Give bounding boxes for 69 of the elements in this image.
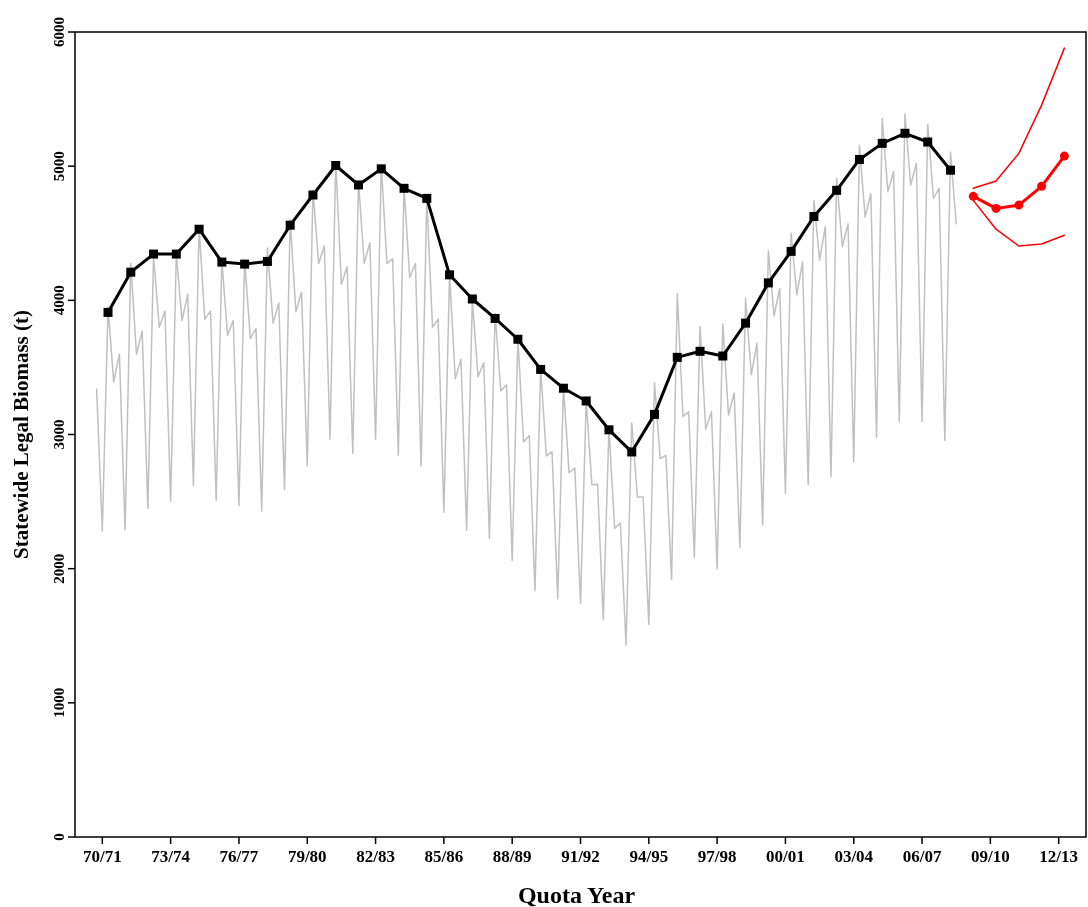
- point: [399, 183, 409, 193]
- point: [285, 220, 295, 230]
- x-tick-label: 73/74: [151, 847, 191, 866]
- point: [854, 154, 864, 164]
- y-tick-label: 0: [51, 833, 67, 841]
- x-tick-label: 97/98: [697, 847, 737, 866]
- x-tick-label: 76/77: [219, 847, 259, 866]
- point: [672, 352, 682, 362]
- x-tick-label: 79/80: [287, 847, 327, 866]
- point: [1037, 181, 1047, 191]
- point: [376, 164, 386, 174]
- point: [308, 190, 318, 200]
- x-tick-label: 88/89: [492, 847, 532, 866]
- y-tick-label: 5000: [51, 151, 67, 182]
- x-tick-label: 06/07: [902, 847, 942, 866]
- point: [946, 165, 956, 175]
- point: [627, 447, 637, 457]
- y-tick-label: 6000: [51, 17, 67, 47]
- x-tick-label: 94/95: [629, 847, 669, 866]
- point: [900, 128, 910, 138]
- point: [353, 180, 363, 190]
- line-series: [95, 113, 957, 646]
- point: [513, 334, 523, 344]
- point: [240, 259, 250, 269]
- x-tick-label: 03/04: [834, 847, 874, 866]
- point: [558, 383, 568, 393]
- point: [217, 257, 227, 267]
- x-tick-label: 70/71: [82, 847, 122, 866]
- y-tick-label: 2000: [51, 553, 67, 584]
- point: [695, 346, 705, 356]
- point: [1059, 151, 1069, 161]
- point: [536, 364, 546, 374]
- point: [786, 246, 796, 256]
- point: [718, 351, 728, 361]
- point: [832, 185, 842, 195]
- point: [331, 161, 341, 170]
- y-axis-title: Statewide Legal Biomass (t): [9, 309, 33, 560]
- point: [877, 138, 887, 148]
- x-tick-label: 09/10: [971, 847, 1010, 866]
- point: [490, 313, 500, 323]
- point: [194, 224, 204, 234]
- point: [262, 256, 272, 266]
- x-tick-label: 00/01: [766, 847, 805, 866]
- point: [604, 425, 614, 435]
- line-series: [972, 47, 1066, 190]
- y-tick-label: 3000: [51, 419, 67, 450]
- point: [650, 409, 659, 419]
- point: [149, 249, 159, 259]
- point: [741, 318, 751, 328]
- point: [1014, 200, 1024, 210]
- x-tick-label: 85/86: [424, 847, 464, 866]
- point: [968, 191, 978, 201]
- point: [763, 278, 773, 288]
- point: [422, 193, 432, 203]
- x-tick-label: 91/92: [561, 847, 600, 866]
- point: [923, 137, 933, 147]
- point: [103, 307, 113, 317]
- point: [991, 203, 1001, 213]
- point: [809, 211, 819, 221]
- y-tick-label: 1000: [51, 687, 67, 718]
- x-tick-label: 12/13: [1039, 847, 1079, 866]
- point: [467, 294, 477, 304]
- point: [581, 396, 591, 406]
- point: [171, 249, 181, 259]
- x-tick-label: 82/83: [356, 847, 395, 866]
- x-axis-title: Quota Year: [517, 882, 636, 907]
- point: [445, 270, 455, 280]
- y-tick-label: 4000: [51, 285, 67, 316]
- point: [126, 267, 136, 277]
